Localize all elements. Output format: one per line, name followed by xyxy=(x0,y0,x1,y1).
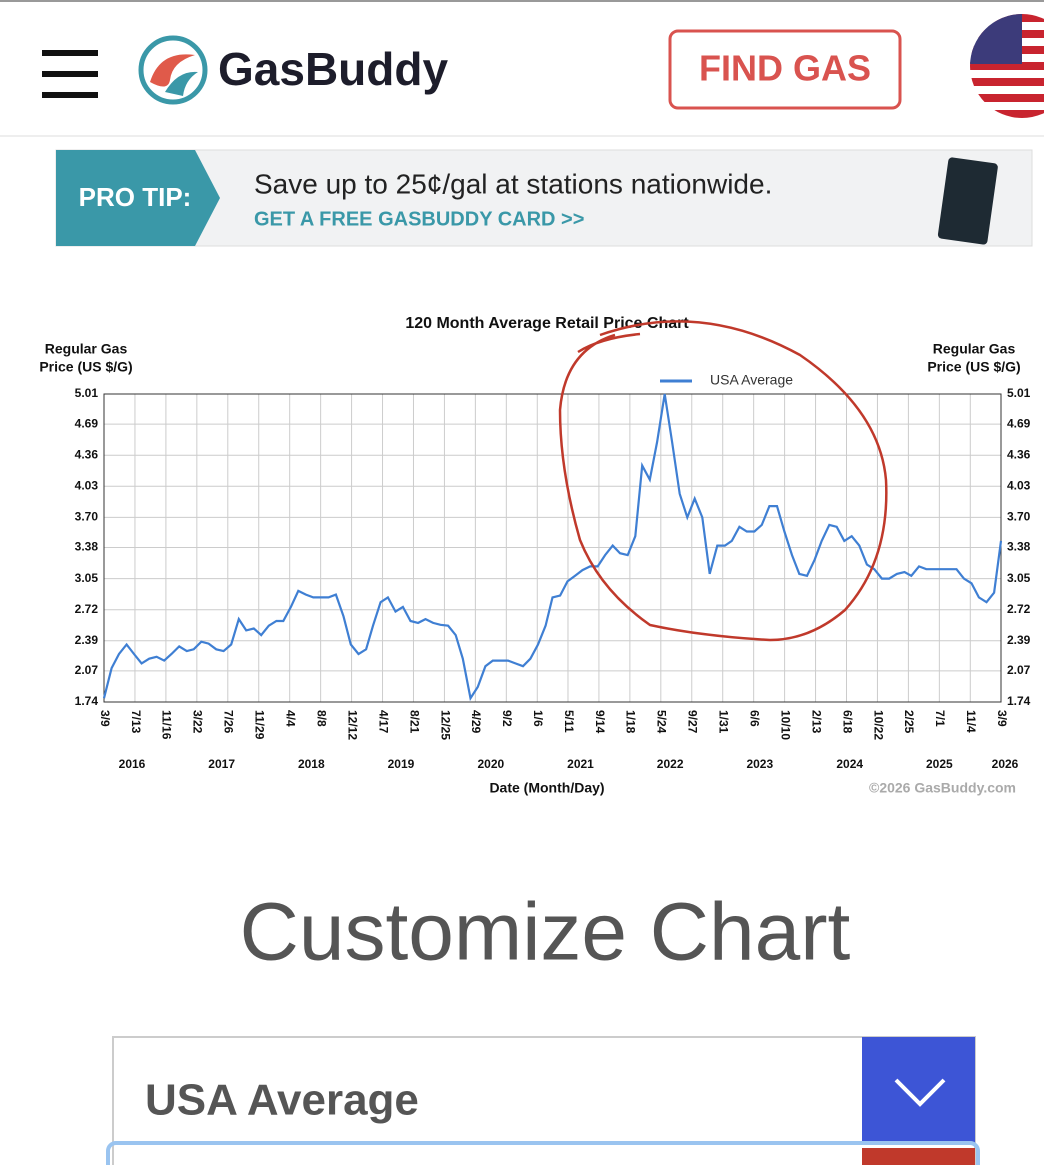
x-tick-label: 3/22 xyxy=(191,710,205,734)
x-year-label: 2024 xyxy=(836,757,863,771)
x-tick-label: 4/17 xyxy=(376,710,390,734)
x-year-label: 2026 xyxy=(992,757,1019,771)
y-tick-label: 4.69 xyxy=(75,416,99,430)
x-axis-label: Date (Month/Day) xyxy=(489,780,604,796)
x-tick-label: 2/25 xyxy=(902,710,916,734)
x-year-label: 2022 xyxy=(657,757,684,771)
x-tick-label: 11/29 xyxy=(253,710,267,740)
y2-axis-label: Regular Gas xyxy=(933,341,1016,357)
y2-tick-label: 4.36 xyxy=(1007,447,1031,461)
x-year-label: 2021 xyxy=(567,757,594,771)
y-tick-label: 3.38 xyxy=(75,540,99,554)
y2-tick-label: 2.72 xyxy=(1007,602,1031,616)
y2-axis-label: Price (US $/G) xyxy=(927,359,1020,375)
x-tick-label: 1/31 xyxy=(717,710,731,734)
x-year-label: 2019 xyxy=(388,757,415,771)
x-year-label: 2025 xyxy=(926,757,953,771)
card-image xyxy=(937,157,998,245)
second-select[interactable] xyxy=(106,1141,980,1165)
hand-drawn-circle xyxy=(558,320,888,642)
y2-tick-label: 3.70 xyxy=(1007,510,1031,524)
y-axis-label: Regular Gas xyxy=(45,341,128,357)
chevron-icon xyxy=(894,1078,946,1107)
select-toggle[interactable] xyxy=(862,1037,975,1143)
y-axis-label: Price (US $/G) xyxy=(39,359,132,375)
y-tick-label: 2.07 xyxy=(75,663,99,677)
legend-label: USA Average xyxy=(710,372,793,388)
chart-title: 120 Month Average Retail Price Chart xyxy=(405,315,689,332)
x-tick-label: 2/13 xyxy=(809,710,823,734)
section-heading: Customize Chart xyxy=(240,887,851,978)
y-tick-label: 5.01 xyxy=(75,386,99,400)
y-tick-label: 3.70 xyxy=(75,510,99,524)
x-tick-label: 5/11 xyxy=(562,710,576,733)
y-tick-label: 2.39 xyxy=(75,633,99,647)
y2-tick-label: 5.01 xyxy=(1007,386,1031,400)
x-year-label: 2016 xyxy=(119,757,146,771)
x-tick-label: 10/10 xyxy=(778,710,792,740)
y-tick-label: 4.03 xyxy=(75,478,99,492)
promo-text: Save up to 25¢/gal at stations nationwid… xyxy=(254,168,772,199)
promo-tag xyxy=(56,150,220,246)
find-gas-button[interactable] xyxy=(668,29,902,110)
y2-tick-label: 3.05 xyxy=(1007,571,1031,585)
credit: ©2026 GasBuddy.com xyxy=(869,780,1016,796)
y2-tick-label: 1.74 xyxy=(1007,694,1031,708)
price-line xyxy=(102,393,1003,702)
y2-tick-label: 2.07 xyxy=(1007,663,1031,677)
x-tick-label: 11/4 xyxy=(964,710,978,733)
y-tick-label: 2.72 xyxy=(75,602,99,616)
x-year-label: 2018 xyxy=(298,757,325,771)
country-flag[interactable] xyxy=(970,14,1044,118)
x-tick-label: 7/1 xyxy=(933,710,947,727)
y-tick-label: 4.36 xyxy=(75,447,99,461)
x-year-label: 2020 xyxy=(477,757,504,771)
x-tick-label: 1/18 xyxy=(624,710,638,734)
x-tick-label: 6/18 xyxy=(840,710,854,734)
x-tick-label: 9/27 xyxy=(686,710,700,734)
logo[interactable] xyxy=(138,35,208,105)
x-tick-label: 7/26 xyxy=(222,710,236,734)
x-tick-label: 11/16 xyxy=(160,710,174,740)
y2-tick-label: 4.69 xyxy=(1007,416,1031,430)
x-tick-label: 4/29 xyxy=(469,710,483,734)
x-tick-label: 8/8 xyxy=(314,710,328,727)
x-tick-label: 10/22 xyxy=(871,710,885,740)
second-toggle[interactable] xyxy=(862,1148,975,1165)
x-tick-label: 9/2 xyxy=(500,710,514,727)
brand[interactable]: GasBuddy xyxy=(218,43,448,95)
y-tick-label: 1.74 xyxy=(75,694,99,708)
y2-tick-label: 2.39 xyxy=(1007,633,1031,647)
y2-tick-label: 3.38 xyxy=(1007,540,1031,554)
x-tick-label: 4/4 xyxy=(284,710,298,727)
find-gas-label[interactable]: FIND GAS xyxy=(699,48,871,89)
x-tick-label: 6/6 xyxy=(747,710,761,727)
plot: 1.74 1.74 2.07 2.07 2.39 2.39 2.72 2.72 3.05 3.05… xyxy=(75,372,1031,771)
x-tick-label: 3/9 xyxy=(995,710,1009,727)
x-tick-label: 12/12 xyxy=(345,710,359,740)
select-value[interactable]: USA Average xyxy=(145,1076,419,1125)
x-tick-label: 3/9 xyxy=(98,710,112,727)
x-tick-label: 5/24 xyxy=(655,710,669,734)
x-tick-label: 12/25 xyxy=(438,710,452,740)
x-tick-label: 9/14 xyxy=(593,710,607,734)
x-tick-label: 8/21 xyxy=(407,710,421,734)
menu-button[interactable] xyxy=(42,50,98,98)
x-year-label: 2023 xyxy=(746,757,773,771)
promo-label: PRO TIP: xyxy=(79,182,192,212)
y2-tick-label: 4.03 xyxy=(1007,478,1031,492)
x-tick-label: 1/6 xyxy=(531,710,545,727)
x-tick-label: 7/13 xyxy=(129,710,143,734)
y-tick-label: 3.05 xyxy=(75,571,99,585)
x-year-label: 2017 xyxy=(208,757,235,771)
promo-link[interactable]: GET A FREE GASBUDDY CARD >> xyxy=(254,208,584,230)
